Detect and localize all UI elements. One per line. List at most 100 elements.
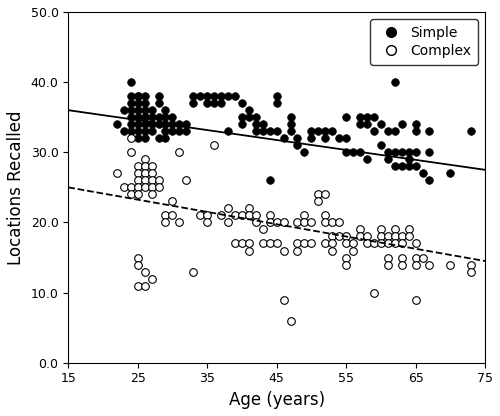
Point (140, 268, 148, 275)
Point (426, 128, 434, 134)
Point (286, 121, 294, 128)
Point (384, 128, 392, 134)
Point (140, 128, 148, 134)
Point (148, 177, 156, 184)
Point (412, 128, 420, 134)
Point (140, 135, 148, 141)
Point (140, 121, 148, 128)
Point (176, 149, 184, 156)
Point (258, 121, 266, 128)
Point (272, 100, 280, 106)
Point (342, 114, 350, 121)
Point (140, 93, 148, 99)
Point (356, 233, 364, 240)
Point (154, 184, 162, 191)
Point (398, 240, 406, 247)
Point (120, 128, 128, 134)
Point (154, 93, 162, 99)
Point (224, 128, 232, 134)
Point (294, 247, 302, 254)
Point (238, 121, 246, 128)
Point (349, 240, 357, 247)
Point (134, 191, 141, 198)
Point (404, 149, 412, 156)
Point (154, 121, 162, 128)
Point (126, 184, 134, 191)
Point (134, 128, 141, 134)
Point (342, 233, 350, 240)
Point (286, 114, 294, 121)
Point (363, 240, 371, 247)
Point (335, 219, 343, 226)
Point (398, 121, 406, 128)
Point (266, 212, 274, 219)
Point (342, 261, 350, 268)
Point (210, 93, 218, 99)
Point (370, 289, 378, 296)
Point (238, 114, 246, 121)
Point (168, 114, 176, 121)
Point (322, 191, 330, 198)
Point (148, 275, 156, 282)
Point (245, 114, 253, 121)
Point (467, 261, 475, 268)
Point (467, 128, 475, 134)
Point (370, 114, 378, 121)
Point (412, 240, 420, 247)
Point (134, 170, 141, 177)
Point (446, 261, 454, 268)
Point (148, 121, 156, 128)
Point (384, 149, 392, 156)
Point (322, 212, 330, 219)
Point (308, 128, 316, 134)
Point (231, 93, 239, 99)
Point (342, 240, 350, 247)
Point (412, 254, 420, 261)
Point (140, 170, 148, 177)
Point (335, 135, 343, 141)
Point (126, 149, 134, 156)
Point (266, 240, 274, 247)
Point (308, 135, 316, 141)
Point (314, 198, 322, 205)
Point (140, 114, 148, 121)
Point (398, 149, 406, 156)
Point (120, 107, 128, 114)
Point (154, 177, 162, 184)
Point (217, 93, 225, 99)
Point (203, 219, 211, 226)
Point (266, 177, 274, 184)
Point (426, 149, 434, 156)
Point (412, 163, 420, 170)
Point (308, 240, 316, 247)
Point (126, 100, 134, 106)
Point (377, 226, 385, 233)
Point (140, 177, 148, 184)
Point (258, 128, 266, 134)
Point (224, 93, 232, 99)
Point (390, 149, 398, 156)
Point (300, 240, 308, 247)
Point (300, 212, 308, 219)
Point (377, 142, 385, 149)
Point (203, 212, 211, 219)
Point (363, 114, 371, 121)
Point (148, 107, 156, 114)
Point (148, 184, 156, 191)
Point (446, 170, 454, 177)
Point (238, 240, 246, 247)
Point (134, 163, 141, 170)
Point (168, 212, 176, 219)
Point (140, 184, 148, 191)
Point (154, 114, 162, 121)
Point (412, 121, 420, 128)
Point (266, 128, 274, 134)
Point (286, 128, 294, 134)
Point (356, 149, 364, 156)
Point (294, 142, 302, 149)
Point (252, 128, 260, 134)
Point (398, 261, 406, 268)
Point (168, 121, 176, 128)
Point (140, 107, 148, 114)
Point (252, 212, 260, 219)
